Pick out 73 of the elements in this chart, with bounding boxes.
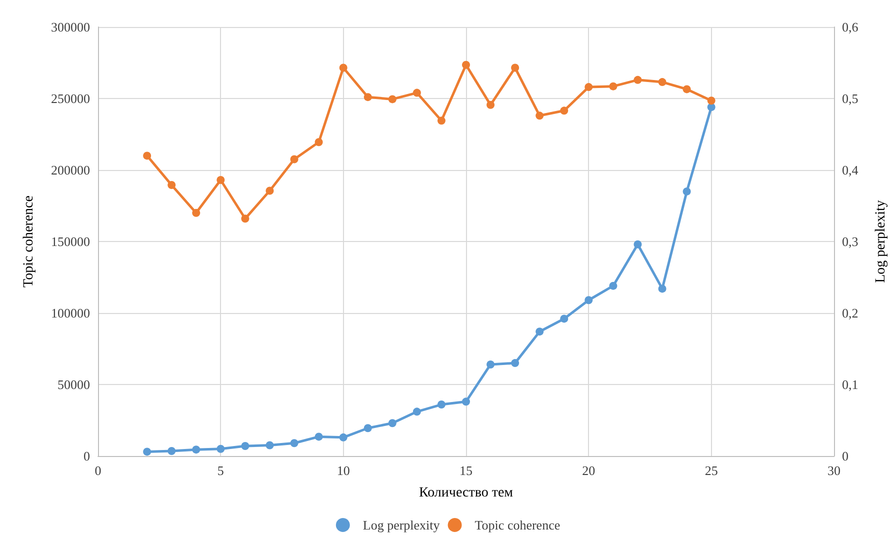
point — [192, 208, 200, 217]
point — [658, 284, 666, 293]
point — [560, 314, 568, 323]
legend-label: Topic coherence — [474, 518, 560, 532]
x-tick-label: 25 — [704, 463, 718, 478]
point — [437, 116, 446, 125]
x-tick-label: 20 — [582, 463, 596, 478]
point — [266, 186, 274, 195]
point — [290, 439, 298, 448]
point — [707, 96, 716, 105]
x-tick-label: 0 — [94, 463, 102, 478]
x-tick-label: 5 — [217, 463, 224, 478]
point — [241, 214, 250, 223]
y2-tick-label: 0,2 — [842, 306, 858, 320]
point — [486, 360, 495, 368]
y-axis-title: Topic coherence — [22, 196, 36, 288]
legend-label: Log perplexity — [362, 518, 440, 532]
point — [634, 76, 642, 84]
y2-tick-label: 0 — [842, 448, 848, 464]
y-tick-label: 250000 — [51, 91, 90, 106]
point — [241, 442, 250, 450]
x-tick-label: 10 — [336, 463, 350, 478]
point — [560, 106, 568, 115]
x-tick-label: 30 — [828, 463, 840, 478]
point — [511, 64, 520, 72]
point — [584, 296, 593, 304]
point — [609, 282, 618, 290]
point — [143, 448, 152, 456]
point — [314, 138, 323, 146]
y2-axis-title: Log perplexity — [874, 200, 888, 283]
point — [658, 78, 666, 86]
x-tick-label: 15 — [460, 463, 472, 478]
point — [168, 181, 176, 190]
point — [290, 155, 298, 164]
point — [511, 359, 520, 368]
x-axis-title: Количество тем — [418, 486, 514, 500]
point — [339, 64, 348, 72]
point — [634, 240, 642, 248]
point — [143, 152, 152, 160]
point — [536, 328, 544, 336]
y-tick-label: 150000 — [51, 234, 90, 249]
point — [486, 100, 495, 109]
point — [339, 433, 348, 442]
point — [682, 187, 691, 196]
y-tick-label: 100000 — [51, 306, 90, 320]
point — [609, 82, 618, 90]
point — [314, 432, 323, 441]
point — [266, 441, 274, 450]
point — [216, 444, 225, 453]
point — [462, 398, 470, 406]
y2-tick-label: 0,4 — [842, 162, 859, 178]
point — [437, 400, 446, 409]
y-tick-label: 50000 — [58, 377, 90, 392]
y2-tick-label: 0,5 — [842, 91, 858, 106]
point — [682, 85, 691, 94]
point — [536, 112, 544, 120]
point — [364, 424, 372, 432]
y2-tick-label: 0,6 — [842, 20, 859, 34]
point — [412, 88, 421, 97]
point — [388, 95, 396, 104]
y-tick-label: 200000 — [51, 162, 90, 178]
point — [584, 83, 593, 92]
y-tick-label: 300000 — [51, 20, 90, 34]
point — [388, 419, 396, 428]
point — [412, 408, 421, 416]
point — [216, 176, 225, 184]
point — [168, 446, 176, 455]
y2-tick-label: 0,3 — [842, 234, 858, 249]
point — [462, 60, 470, 69]
point — [364, 93, 372, 102]
y2-tick-label: 0,1 — [842, 377, 858, 392]
y-tick-label: 0 — [84, 448, 90, 464]
point — [192, 446, 200, 454]
